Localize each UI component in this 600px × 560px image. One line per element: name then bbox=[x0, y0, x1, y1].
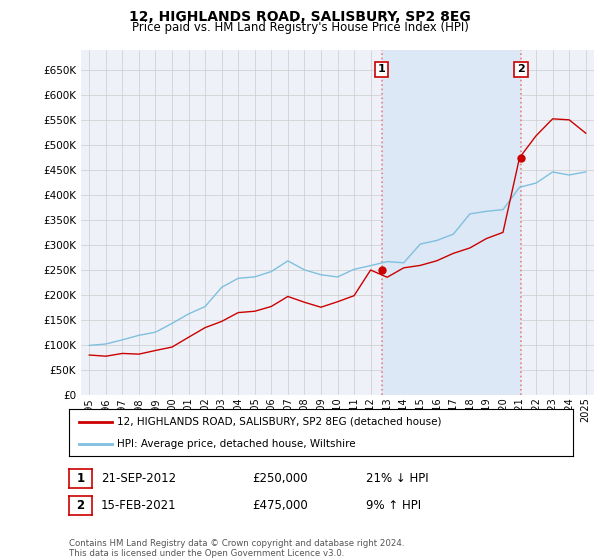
Text: 9% ↑ HPI: 9% ↑ HPI bbox=[366, 498, 421, 512]
Text: Price paid vs. HM Land Registry's House Price Index (HPI): Price paid vs. HM Land Registry's House … bbox=[131, 21, 469, 34]
Text: 2: 2 bbox=[517, 64, 525, 74]
Text: 2: 2 bbox=[76, 498, 85, 512]
Text: Contains HM Land Registry data © Crown copyright and database right 2024.
This d: Contains HM Land Registry data © Crown c… bbox=[69, 539, 404, 558]
Text: £250,000: £250,000 bbox=[252, 472, 308, 486]
Text: 12, HIGHLANDS ROAD, SALISBURY, SP2 8EG (detached house): 12, HIGHLANDS ROAD, SALISBURY, SP2 8EG (… bbox=[117, 417, 442, 427]
Bar bbox=[382, 50, 521, 395]
Text: 12, HIGHLANDS ROAD, SALISBURY, SP2 8EG: 12, HIGHLANDS ROAD, SALISBURY, SP2 8EG bbox=[129, 10, 471, 24]
Text: 21% ↓ HPI: 21% ↓ HPI bbox=[366, 472, 428, 486]
Text: 21-SEP-2012: 21-SEP-2012 bbox=[101, 472, 176, 486]
Text: £475,000: £475,000 bbox=[252, 498, 308, 512]
Text: 15-FEB-2021: 15-FEB-2021 bbox=[101, 498, 176, 512]
Text: 1: 1 bbox=[76, 472, 85, 486]
Text: HPI: Average price, detached house, Wiltshire: HPI: Average price, detached house, Wilt… bbox=[117, 438, 356, 449]
Text: 1: 1 bbox=[378, 64, 386, 74]
